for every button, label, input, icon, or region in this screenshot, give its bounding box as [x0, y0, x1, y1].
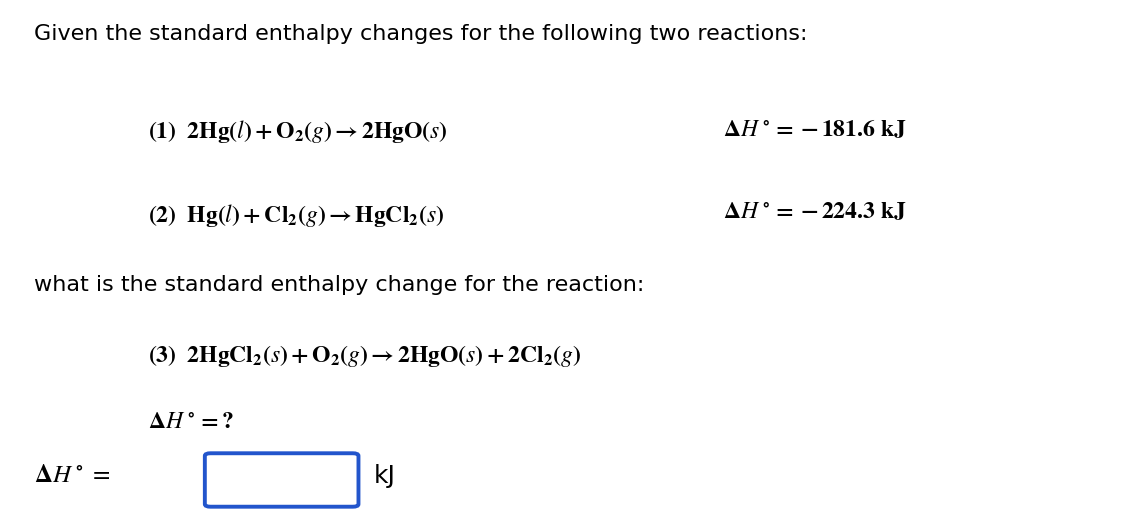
- Text: $\mathbf{\Delta \mathit{H}^\circ =?}$: $\mathbf{\Delta \mathit{H}^\circ =?}$: [148, 411, 234, 433]
- Text: $\mathbf{\Delta \mathit{H}^\circ}$ =: $\mathbf{\Delta \mathit{H}^\circ}$ =: [34, 464, 110, 488]
- Text: $\mathbf{\Delta \mathit{H}^\circ = -181.6\ kJ}$: $\mathbf{\Delta \mathit{H}^\circ = -181.…: [723, 118, 906, 140]
- Text: kJ: kJ: [373, 464, 395, 488]
- Text: $\mathbf{\Delta \mathit{H}^\circ = -224.3\ kJ}$: $\mathbf{\Delta \mathit{H}^\circ = -224.…: [723, 202, 906, 224]
- Text: $\mathbf{(2)\ \ Hg(\mathit{l}) + Cl_2(\mathit{g}) \rightarrow HgCl_2(\mathit{s}): $\mathbf{(2)\ \ Hg(\mathit{l}) + Cl_2(\m…: [148, 202, 444, 229]
- FancyBboxPatch shape: [205, 453, 358, 507]
- Text: $\mathbf{(3)\ \ 2HgCl_2(\mathit{s}) + O_2(\mathit{g}) \rightarrow 2HgO(\mathit{s: $\mathbf{(3)\ \ 2HgCl_2(\mathit{s}) + O_…: [148, 343, 580, 369]
- Text: Given the standard enthalpy changes for the following two reactions:: Given the standard enthalpy changes for …: [34, 24, 808, 43]
- Text: what is the standard enthalpy change for the reaction:: what is the standard enthalpy change for…: [34, 275, 644, 295]
- Text: $\mathbf{(1)\ \ 2Hg(\mathit{l}) + O_2(\mathit{g}) \rightarrow 2HgO(\mathit{s})}$: $\mathbf{(1)\ \ 2Hg(\mathit{l}) + O_2(\m…: [148, 118, 447, 145]
